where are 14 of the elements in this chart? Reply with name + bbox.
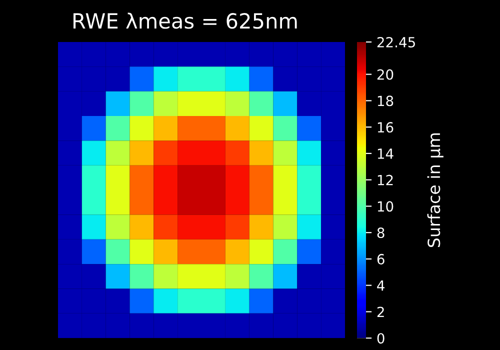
chart-title: RWE λmeas = 625nm [74, 12, 297, 29]
color-bar-label: 18 [378, 96, 394, 106]
color-bar-label: 8 [377, 228, 384, 238]
color-bar-label: 12 [378, 174, 393, 186]
color-bar-label: 14 [378, 148, 394, 159]
color-bar-label: 10 [378, 201, 394, 212]
color-bar-label: 6 [377, 254, 384, 264]
color-bar-label: 0 [377, 333, 384, 344]
color-bar-label: 22.45 [377, 36, 415, 48]
color-bar-label: 2 [377, 306, 384, 317]
color-bar-title: Surface in µm [427, 133, 444, 248]
color-bar-label: 4 [377, 280, 384, 291]
color-bar-label: 16 [378, 122, 394, 133]
color-bar-label: 20 [377, 69, 394, 80]
